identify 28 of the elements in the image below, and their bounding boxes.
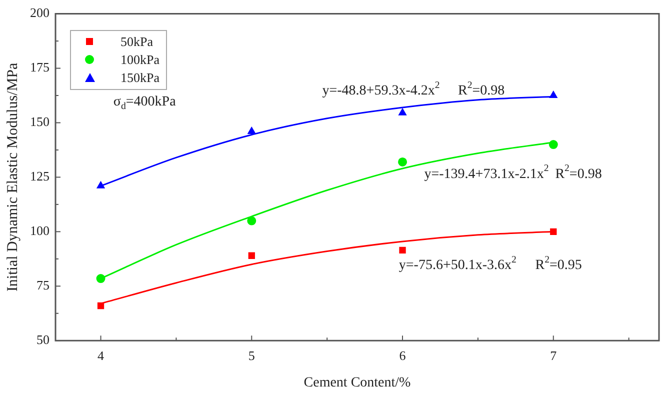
point [97,302,104,310]
y-tick-label: 125 [30,168,50,184]
point [96,274,106,284]
point [96,181,105,188]
legend-label: 100kPa [120,52,160,68]
y-tick-label: 75 [36,278,50,293]
y-tick-label: 200 [30,5,50,20]
point [248,126,256,134]
legend-label: 150kPa [120,70,160,86]
x-tick-label: 6 [399,348,406,363]
point [247,216,256,226]
point [398,108,406,116]
x-tick-label: 5 [248,348,255,363]
point [550,228,557,235]
legend-label: 50kPa [120,34,153,50]
point [399,246,406,254]
x-tick-label: 7 [550,348,558,363]
y-tick-label: 100 [30,223,50,238]
point [548,140,558,150]
y-tick-label: 150 [30,114,50,130]
x-tick-label: 4 [98,348,105,363]
point [398,157,408,166]
x-axis-title: Cement Content/% [304,375,412,390]
y-tick-label: 50 [36,332,50,348]
y-tick-label: 175 [30,60,50,75]
point [248,252,255,259]
point [549,91,558,98]
y-axis-title: Initial Dynamic Elastic Modulus/MPa [4,62,21,292]
